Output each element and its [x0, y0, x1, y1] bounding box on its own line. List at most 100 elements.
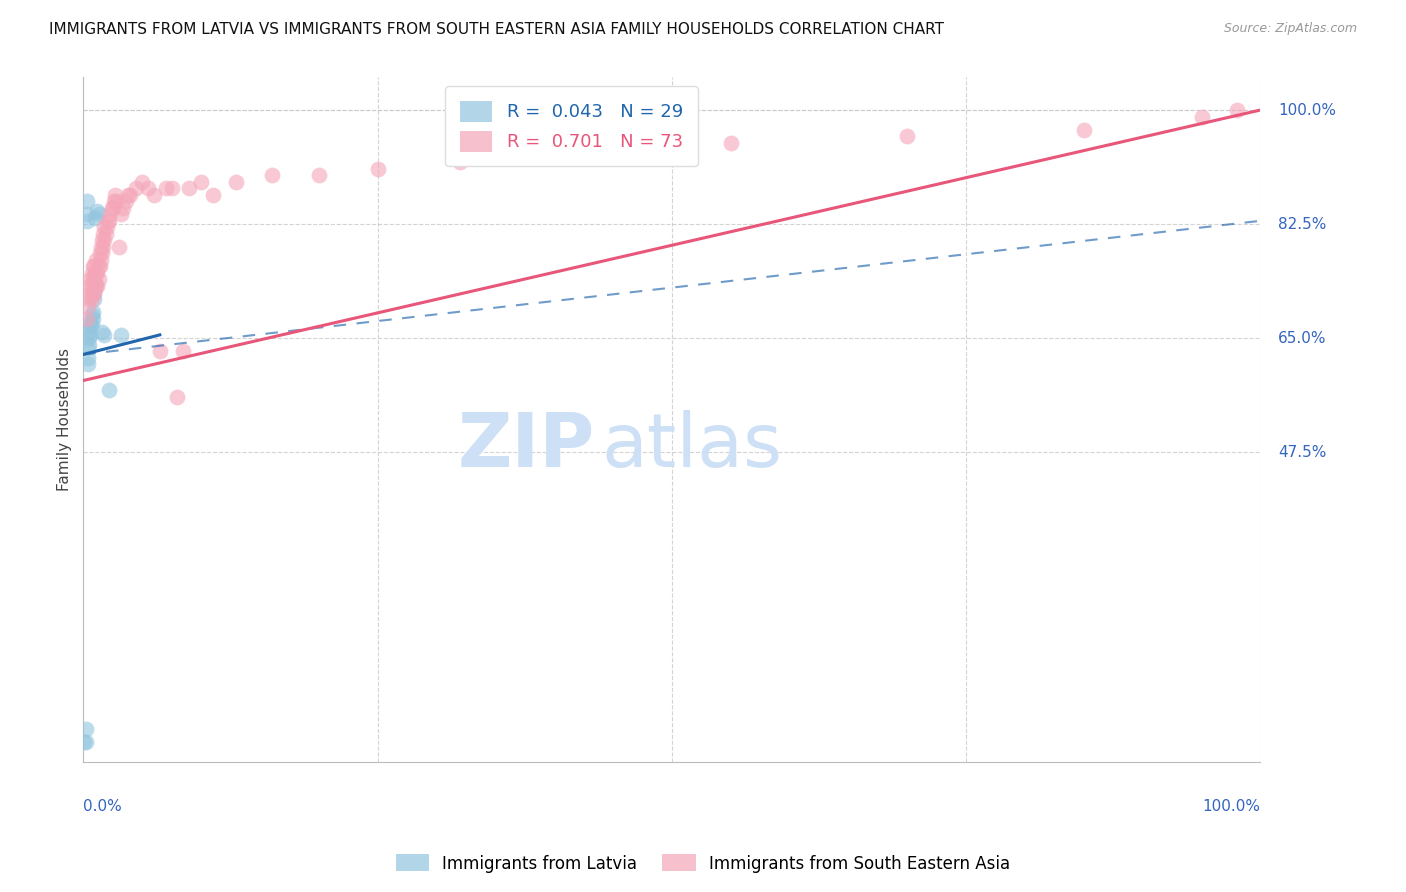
Point [98, 214, 121, 228]
Point [73, 735, 96, 749]
Point [179, 181, 201, 195]
Point [83, 285, 105, 300]
Point [84, 279, 107, 293]
Point [98, 384, 121, 398]
Text: ZIP: ZIP [458, 410, 595, 483]
Point [77, 325, 100, 339]
Point [77, 331, 100, 345]
Point [84, 266, 107, 280]
Point [77, 341, 100, 355]
Point [82, 305, 104, 319]
Point [83, 285, 105, 300]
Point [79, 272, 101, 286]
Point [75, 722, 97, 736]
Point [82, 311, 104, 326]
Point [142, 187, 165, 202]
Point [77, 337, 100, 351]
Point [89, 260, 111, 274]
Point [79, 327, 101, 342]
Point [94, 227, 117, 241]
Text: 65.0%: 65.0% [1278, 331, 1327, 345]
Point [896, 129, 918, 144]
Point [93, 327, 115, 342]
Point [76, 311, 98, 326]
Point [100, 201, 122, 215]
Point [96, 220, 118, 235]
Point [166, 390, 188, 404]
Text: IMMIGRANTS FROM LATVIA VS IMMIGRANTS FROM SOUTH EASTERN ASIA FAMILY HOUSEHOLDS C: IMMIGRANTS FROM LATVIA VS IMMIGRANTS FRO… [49, 22, 945, 37]
Point [308, 168, 330, 182]
Legend: R =  0.043   N = 29, R =  0.701   N = 73: R = 0.043 N = 29, R = 0.701 N = 73 [446, 87, 697, 166]
Point [77, 357, 100, 371]
Point [80, 266, 103, 280]
Point [87, 207, 110, 221]
Point [101, 201, 124, 215]
Point [91, 227, 114, 241]
Point [98, 207, 121, 221]
Point [225, 175, 247, 189]
Point [79, 285, 101, 300]
Text: 100.0%: 100.0% [1202, 799, 1260, 814]
Point [82, 260, 104, 274]
Point [117, 187, 139, 202]
Point [83, 260, 105, 274]
Point [75, 735, 97, 749]
Point [77, 292, 100, 306]
Text: atlas: atlas [602, 410, 782, 483]
Point [93, 220, 115, 235]
Point [131, 175, 153, 189]
Point [160, 181, 183, 195]
Text: 82.5%: 82.5% [1278, 217, 1326, 232]
Point [76, 207, 98, 221]
Point [105, 194, 128, 209]
Point [1226, 103, 1249, 117]
Point [79, 315, 101, 329]
Point [567, 148, 589, 162]
Point [110, 327, 132, 342]
Point [125, 181, 148, 195]
Point [84, 266, 107, 280]
Point [1073, 122, 1095, 136]
Point [83, 292, 105, 306]
Point [120, 187, 142, 202]
Point [86, 279, 108, 293]
Point [84, 276, 107, 290]
Point [91, 240, 114, 254]
Point [110, 207, 132, 221]
Point [91, 233, 114, 247]
Point [83, 272, 105, 286]
Point [80, 318, 103, 332]
Point [91, 325, 114, 339]
Point [84, 279, 107, 293]
Point [720, 136, 742, 150]
Point [190, 175, 212, 189]
Point [97, 214, 120, 228]
Point [107, 240, 129, 254]
Point [91, 246, 114, 260]
Point [90, 252, 112, 267]
Point [87, 272, 110, 286]
Point [82, 285, 104, 300]
Point [112, 201, 135, 215]
Point [84, 211, 107, 225]
Point [104, 187, 127, 202]
Point [90, 240, 112, 254]
Point [449, 155, 471, 169]
Point [367, 161, 389, 176]
Text: 100.0%: 100.0% [1278, 103, 1336, 118]
Point [103, 194, 125, 209]
Point [87, 260, 110, 274]
Point [80, 309, 103, 323]
Point [76, 214, 98, 228]
Point [93, 233, 115, 247]
Point [82, 272, 104, 286]
Point [172, 344, 194, 359]
Y-axis label: Family Households: Family Households [58, 348, 72, 491]
Point [84, 252, 107, 267]
Point [201, 187, 224, 202]
Point [86, 266, 108, 280]
Point [77, 351, 100, 365]
Point [77, 279, 100, 293]
Point [136, 181, 159, 195]
Point [149, 344, 172, 359]
